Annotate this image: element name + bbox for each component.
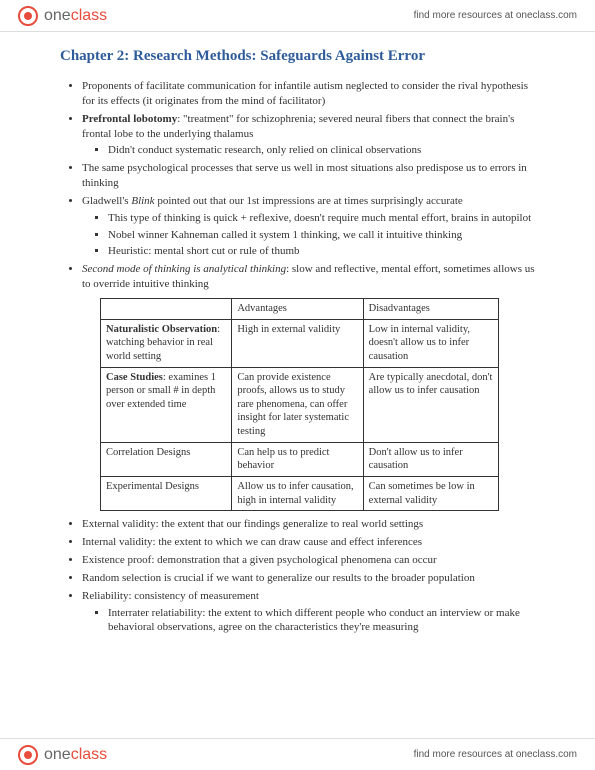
method-label: Experimental Designs <box>101 477 232 511</box>
notes-list-2: External validity: the extent that our f… <box>60 517 535 635</box>
sub-item: This type of thinking is quick + reflexi… <box>108 211 535 226</box>
table-header-dis: Disadvantages <box>363 298 498 319</box>
note-text: Reliability: consistency of measurement <box>82 590 259 602</box>
table-header-row: Advantages Disadvantages <box>101 298 499 319</box>
header-bar: oneclass find more resources at oneclass… <box>0 0 595 32</box>
sub-item: Interrater relatiability: the extent to … <box>108 606 535 636</box>
sub-item: Nobel winner Kahneman called it system 1… <box>108 228 535 243</box>
note-item: The same psychological processes that se… <box>82 161 535 191</box>
note-item: External validity: the extent that our f… <box>82 517 535 532</box>
note-text: Second mode of thinking is <box>82 263 203 275</box>
sub-list: Interrater relatiability: the extent to … <box>82 606 535 636</box>
note-item: Random selection is crucial if we want t… <box>82 571 535 586</box>
sub-item: Heuristic: mental short cut or rule of t… <box>108 244 535 259</box>
method-name: Naturalistic Observation <box>106 324 217 335</box>
table-header-adv: Advantages <box>232 298 363 319</box>
table-row: Naturalistic Observation: watching behav… <box>101 319 499 367</box>
method-label: Naturalistic Observation: watching behav… <box>101 319 232 367</box>
document-body: Chapter 2: Research Methods: Safeguards … <box>60 48 535 722</box>
method-dis: Low in internal validity, doesn't allow … <box>363 319 498 367</box>
sub-list: Didn't conduct systematic research, only… <box>82 143 535 158</box>
method-adv: High in external validity <box>232 319 363 367</box>
method-dis: Can sometimes be low in external validit… <box>363 477 498 511</box>
sub-list: This type of thinking is quick + reflexi… <box>82 211 535 260</box>
method-name: Case Studies <box>106 372 163 383</box>
method-adv: Can provide existence proofs, allows us … <box>232 367 363 442</box>
footer-bar: oneclass find more resources at oneclass… <box>0 738 595 770</box>
brand-one: one <box>44 746 71 764</box>
note-item: Gladwell's Blink pointed out that our 1s… <box>82 194 535 259</box>
note-text: pointed out that our 1st impressions are… <box>155 195 463 207</box>
method-adv: Allow us to infer causation, high in int… <box>232 477 363 511</box>
note-text: Gladwell's <box>82 195 131 207</box>
brand-logo-icon <box>18 745 38 765</box>
method-adv: Can help us to predict behavior <box>232 442 363 476</box>
methods-table: Advantages Disadvantages Naturalistic Ob… <box>100 298 499 511</box>
table-row: Experimental Designs Allow us to infer c… <box>101 477 499 511</box>
brand-logo: oneclass <box>18 6 107 26</box>
note-item: Existence proof: demonstration that a gi… <box>82 553 535 568</box>
table-header-empty <box>101 298 232 319</box>
book-title: Blink <box>131 195 154 207</box>
brand-one: one <box>44 7 71 25</box>
term: Prefrontal lobotomy <box>82 113 177 125</box>
table-row: Case Studies: examines 1 person or small… <box>101 367 499 442</box>
note-item: Prefrontal lobotomy: "treatment" for sch… <box>82 112 535 159</box>
method-dis: Don't allow us to infer causation <box>363 442 498 476</box>
resources-link-bottom[interactable]: find more resources at oneclass.com <box>414 749 577 760</box>
method-label: Case Studies: examines 1 person or small… <box>101 367 232 442</box>
chapter-title: Chapter 2: Research Methods: Safeguards … <box>60 48 535 65</box>
term: analytical thinking <box>203 263 286 275</box>
brand-logo-footer: oneclass <box>18 745 107 765</box>
method-label: Correlation Designs <box>101 442 232 476</box>
method-dis: Are typically anecdotal, don't allow us … <box>363 367 498 442</box>
sub-item: Didn't conduct systematic research, only… <box>108 143 535 158</box>
note-item: Reliability: consistency of measurement … <box>82 589 535 636</box>
note-item: Second mode of thinking is analytical th… <box>82 262 535 292</box>
brand-class: class <box>71 7 107 25</box>
notes-list: Proponents of facilitate communication f… <box>60 79 535 292</box>
brand-logo-icon <box>18 6 38 26</box>
note-item: Proponents of facilitate communication f… <box>82 79 535 109</box>
brand-class: class <box>71 746 107 764</box>
resources-link-top[interactable]: find more resources at oneclass.com <box>414 10 577 21</box>
note-item: Internal validity: the extent to which w… <box>82 535 535 550</box>
table-row: Correlation Designs Can help us to predi… <box>101 442 499 476</box>
